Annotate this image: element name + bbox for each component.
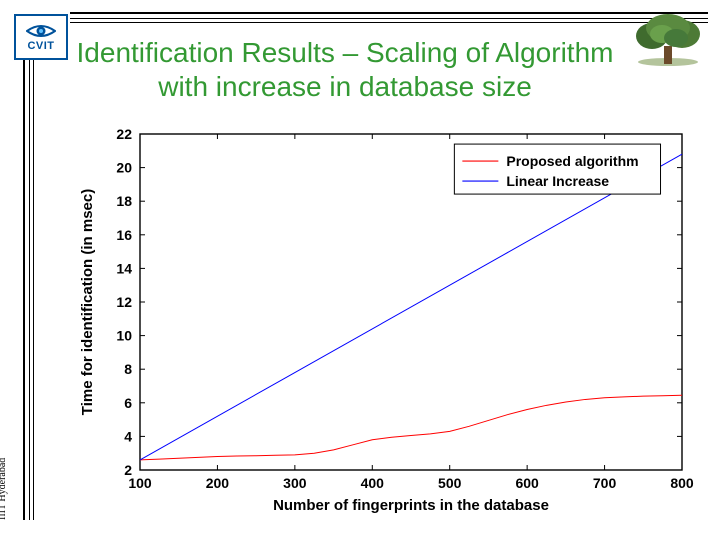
svg-text:14: 14 <box>116 260 132 276</box>
svg-text:600: 600 <box>515 475 539 491</box>
svg-text:22: 22 <box>116 126 132 142</box>
svg-text:Linear Increase: Linear Increase <box>506 173 609 189</box>
svg-text:200: 200 <box>206 475 230 491</box>
scaling-chart: 1002003004005006007008002468101214161820… <box>62 120 702 518</box>
eye-icon <box>26 23 56 39</box>
top-divider <box>70 12 708 23</box>
side-footer-label: IIIT Hyderabad <box>0 458 8 520</box>
svg-text:10: 10 <box>116 328 132 344</box>
svg-text:300: 300 <box>283 475 307 491</box>
svg-text:800: 800 <box>670 475 694 491</box>
svg-text:6: 6 <box>124 395 132 411</box>
slide-title: Identification Results – Scaling of Algo… <box>70 36 620 103</box>
svg-text:500: 500 <box>438 475 462 491</box>
svg-text:400: 400 <box>361 475 385 491</box>
svg-text:700: 700 <box>593 475 617 491</box>
slide: CVIT Identification Results – Scaling of… <box>0 0 720 540</box>
svg-text:Time for identification (in ms: Time for identification (in msec) <box>79 189 96 415</box>
svg-text:20: 20 <box>116 160 132 176</box>
svg-text:12: 12 <box>116 294 132 310</box>
svg-text:Proposed algorithm: Proposed algorithm <box>506 153 638 169</box>
svg-text:Number of fingerprints in the: Number of fingerprints in the database <box>273 497 549 514</box>
svg-text:4: 4 <box>124 428 132 444</box>
left-divider <box>23 30 34 520</box>
svg-text:18: 18 <box>116 193 132 209</box>
svg-text:16: 16 <box>116 227 132 243</box>
cvit-logo-label: CVIT <box>27 40 54 52</box>
cvit-logo: CVIT <box>14 14 68 60</box>
tree-logo <box>630 12 706 68</box>
svg-text:2: 2 <box>124 462 132 478</box>
svg-text:8: 8 <box>124 361 132 377</box>
